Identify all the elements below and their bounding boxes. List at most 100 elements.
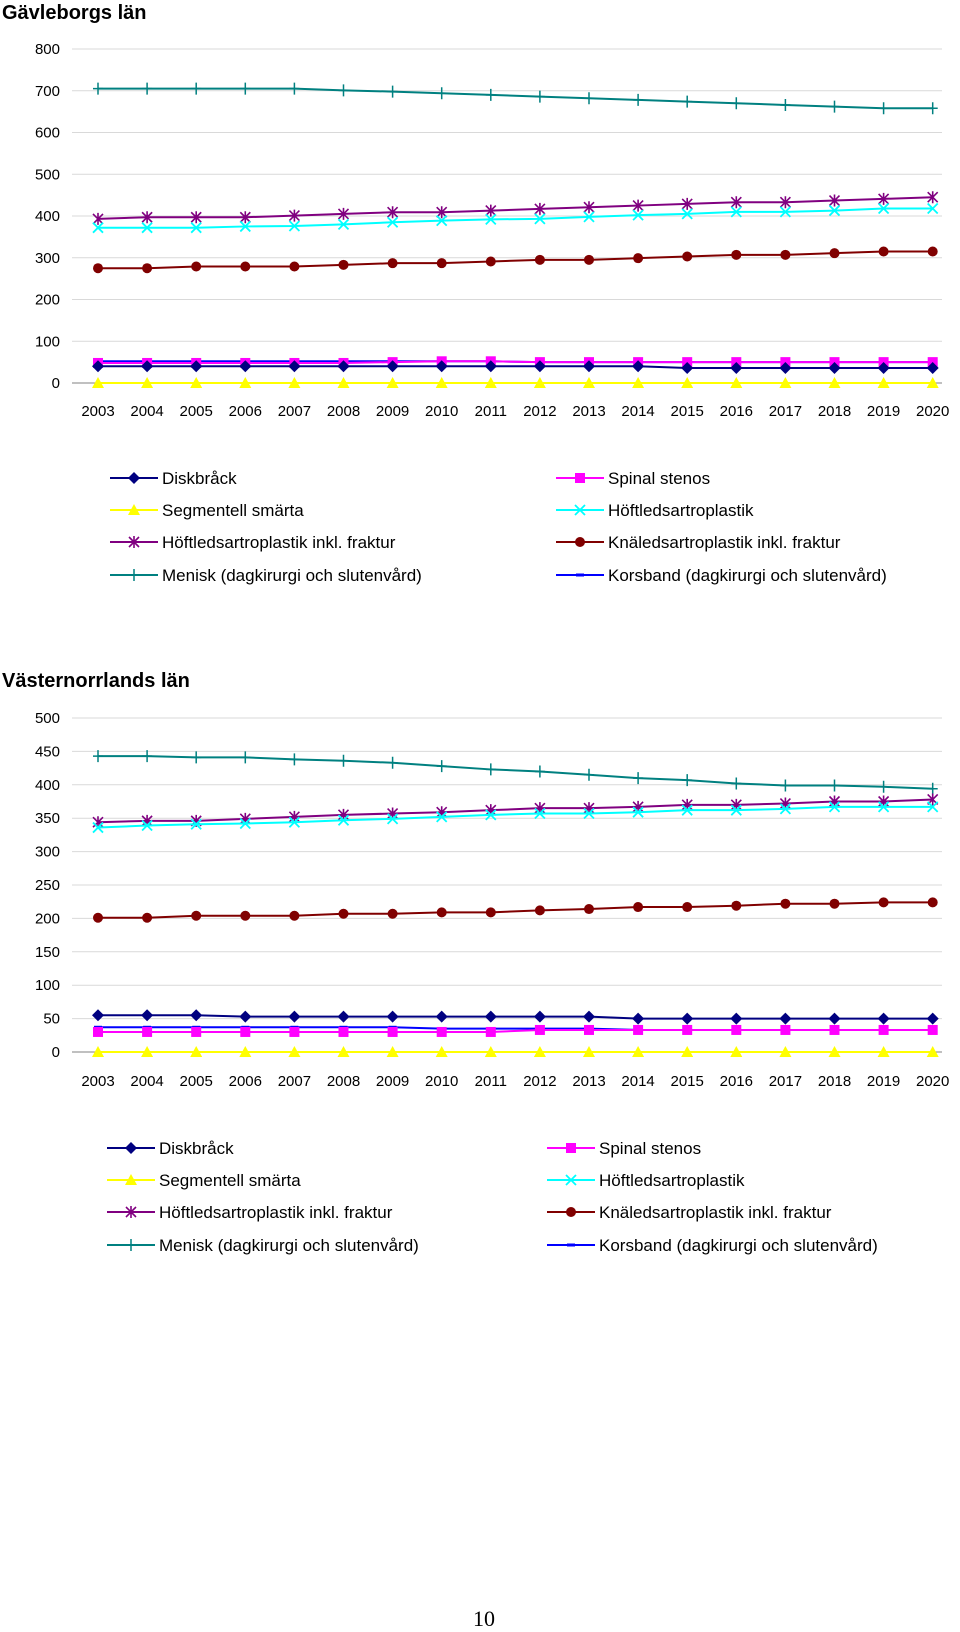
data-point	[288, 209, 300, 222]
data-point	[386, 1046, 399, 1057]
y-tick-label: 50	[43, 1011, 60, 1028]
data-point	[828, 1012, 841, 1025]
data-point	[337, 207, 350, 220]
data-point	[240, 751, 251, 764]
x-tick-label: 2007	[278, 1073, 311, 1090]
legend-item-diskbrack: Diskbråck	[110, 469, 237, 488]
data-point	[682, 251, 693, 262]
x-tick-label: 2011	[475, 403, 507, 420]
data-point	[534, 213, 546, 225]
x-tick-label: 2007	[278, 403, 311, 420]
data-point	[386, 216, 399, 228]
legend: Diskbråck Spinal stenos Segmentell smärta H…	[107, 1139, 878, 1255]
x-tick-label: 2016	[720, 403, 753, 420]
legend-marker	[575, 473, 585, 483]
data-point	[926, 361, 939, 374]
legend-label: Menisk (dagkirurgi och slutenvård)	[159, 1236, 419, 1255]
data-point	[779, 206, 792, 218]
data-point	[927, 202, 939, 215]
data-point	[337, 808, 350, 821]
data-point	[288, 360, 301, 373]
data-point	[730, 1046, 743, 1057]
data-point	[927, 801, 939, 813]
data-point	[927, 246, 938, 257]
data-point	[387, 85, 398, 98]
data-point	[533, 1010, 546, 1023]
data-point	[828, 795, 841, 808]
series-spinal-stenos	[93, 1024, 938, 1037]
legend-item-hoftledsartroplastik: Höftledsartroplastik	[556, 501, 754, 520]
data-point	[337, 218, 350, 230]
data-point	[534, 802, 546, 815]
legend-label: Höftledsartroplastik inkl. fraktur	[162, 533, 396, 552]
data-point	[829, 100, 840, 113]
data-point	[583, 377, 595, 388]
data-point	[681, 361, 694, 374]
data-point	[534, 905, 545, 916]
data-point	[190, 377, 203, 388]
data-point	[141, 360, 154, 373]
data-point	[681, 804, 693, 816]
data-point	[289, 753, 300, 766]
data-point	[337, 814, 350, 826]
data-point	[632, 1012, 645, 1025]
legend-label: Segmentell smärta	[162, 501, 304, 520]
data-point	[583, 201, 595, 214]
x-tick-label: 2005	[180, 403, 213, 420]
x-tick-label: 2018	[818, 403, 851, 420]
legend-marker	[128, 504, 140, 515]
data-point	[387, 206, 399, 219]
data-point	[141, 1009, 154, 1022]
data-point	[584, 904, 594, 915]
data-point	[93, 750, 103, 763]
x-tick-label: 2013	[572, 1073, 605, 1090]
data-point	[288, 220, 301, 232]
legend-item-spinal-stenos: Spinal stenos	[547, 1139, 701, 1158]
data-point	[877, 377, 890, 388]
x-tick-label: 2015	[671, 403, 704, 420]
legend-marker	[566, 1143, 576, 1153]
y-tick-label: 700	[35, 83, 60, 100]
legend-marker	[575, 537, 585, 547]
legend-label: Diskbråck	[162, 469, 237, 488]
data-point	[780, 98, 791, 111]
legend-item-diskbrack: Diskbråck	[107, 1139, 234, 1158]
data-point	[239, 377, 252, 388]
data-point	[633, 1024, 644, 1035]
x-tick-label: 2008	[327, 403, 360, 420]
data-point	[387, 756, 398, 769]
data-point	[436, 811, 448, 823]
data-point	[682, 902, 693, 913]
data-point	[289, 82, 300, 95]
x-tick-label: 2012	[523, 403, 556, 420]
data-point	[731, 777, 742, 790]
data-point	[485, 88, 496, 101]
data-point	[386, 377, 399, 388]
data-point	[877, 801, 890, 813]
data-point	[436, 760, 447, 773]
data-point	[239, 211, 251, 224]
data-point	[633, 902, 644, 913]
data-point	[533, 377, 546, 388]
data-point	[435, 1010, 448, 1023]
x-tick-label: 2016	[720, 1073, 753, 1090]
legend-marker	[567, 1243, 575, 1247]
x-tick-label: 2006	[229, 1073, 262, 1090]
legend-marker	[565, 1174, 577, 1186]
data-point	[877, 1046, 890, 1057]
data-point	[632, 377, 645, 388]
data-point	[92, 1046, 104, 1057]
data-point	[190, 360, 203, 373]
series-line	[98, 207, 933, 229]
data-point	[584, 1024, 594, 1035]
data-point	[730, 377, 743, 388]
y-tick-label: 150	[35, 944, 60, 961]
data-point	[338, 84, 349, 97]
page-number: 10	[473, 1606, 495, 1631]
data-point	[387, 908, 398, 919]
series-knaledsartroplastik-inkl-fraktur	[93, 246, 938, 274]
x-tick-label: 2019	[867, 1073, 900, 1090]
x-tick-label: 2003	[81, 1073, 114, 1090]
data-point	[239, 817, 251, 830]
data-point	[93, 263, 103, 274]
